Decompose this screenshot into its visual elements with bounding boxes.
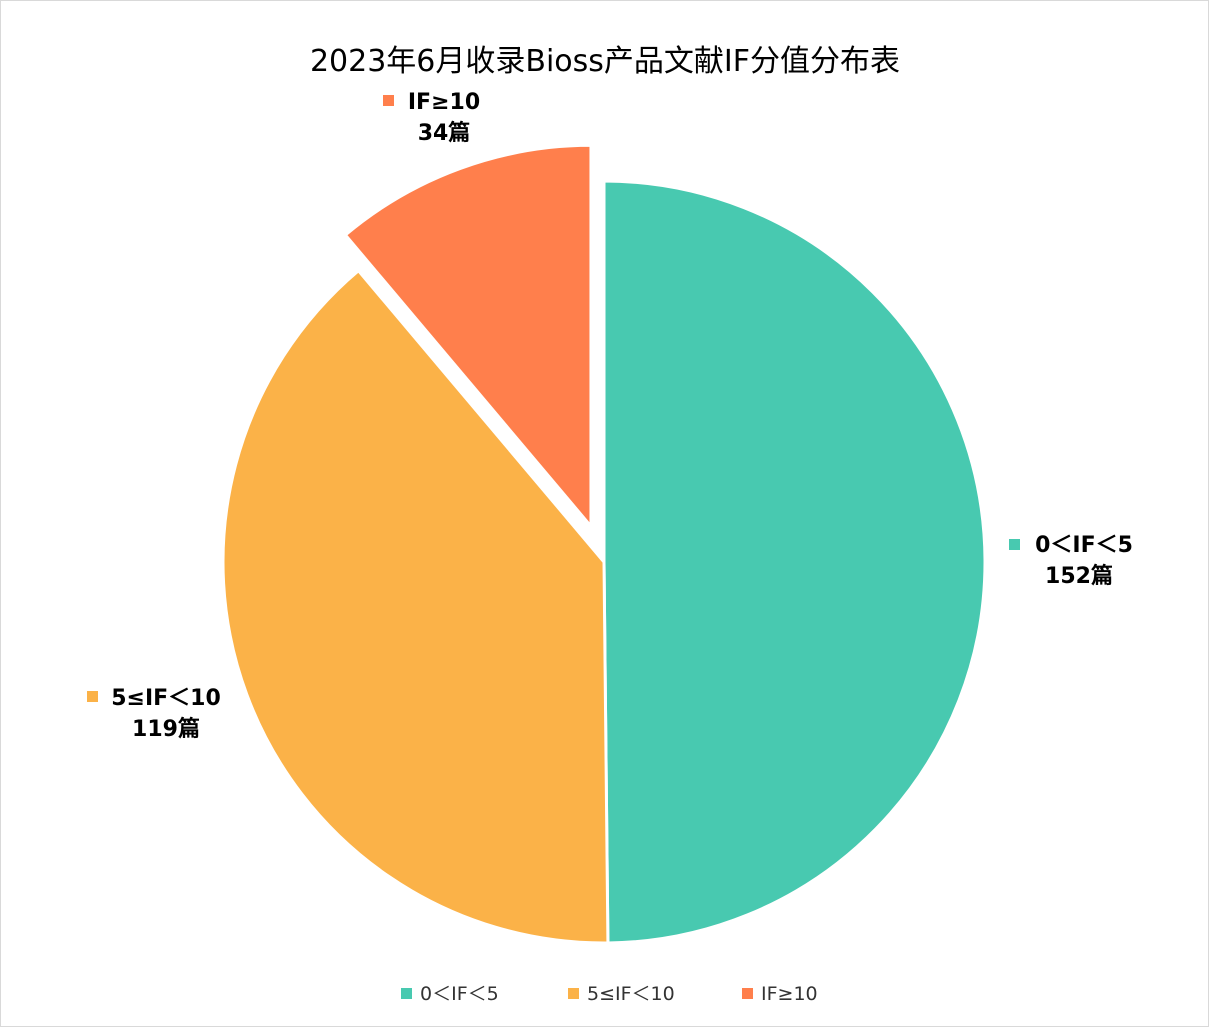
legend-marker-0 (401, 988, 412, 999)
data-label-category-1: 5≤IF＜10 (111, 686, 221, 711)
data-label-group-0: 0＜IF＜5 152篇 (1009, 533, 1133, 589)
legend-item-1[interactable]: 5≤IF＜10 (568, 983, 675, 1005)
data-label-value-1: 119篇 (132, 716, 200, 742)
legend-marker-2 (742, 988, 753, 999)
pie-slice-2[interactable] (343, 143, 593, 528)
pie-slice-0[interactable] (602, 179, 987, 945)
data-label-marker-0 (1009, 539, 1020, 550)
data-label-value-2: 34篇 (418, 120, 471, 146)
legend: 0＜IF＜5 5≤IF＜10 IF≥10 (401, 983, 818, 1005)
data-label-category-0: 0＜IF＜5 (1035, 533, 1133, 558)
data-label-marker-1 (87, 691, 98, 702)
pie-slice-1[interactable] (221, 269, 610, 945)
data-label-marker-2 (383, 95, 394, 106)
legend-item-2[interactable]: IF≥10 (742, 983, 818, 1005)
data-label-value-0: 152篇 (1045, 563, 1113, 589)
legend-item-0[interactable]: 0＜IF＜5 (401, 983, 499, 1005)
legend-marker-1 (568, 988, 579, 999)
legend-label-1: 5≤IF＜10 (587, 983, 675, 1005)
pie-slices (221, 143, 987, 945)
data-label-group-1: 5≤IF＜10 119篇 (87, 686, 221, 742)
data-label-group-2: IF≥10 34篇 (383, 90, 480, 146)
legend-label-2: IF≥10 (761, 983, 818, 1005)
data-label-category-2: IF≥10 (408, 90, 480, 115)
chart-title: 2023年6月收录Bioss产品文献IF分值分布表 (310, 44, 900, 79)
legend-label-0: 0＜IF＜5 (420, 983, 499, 1005)
